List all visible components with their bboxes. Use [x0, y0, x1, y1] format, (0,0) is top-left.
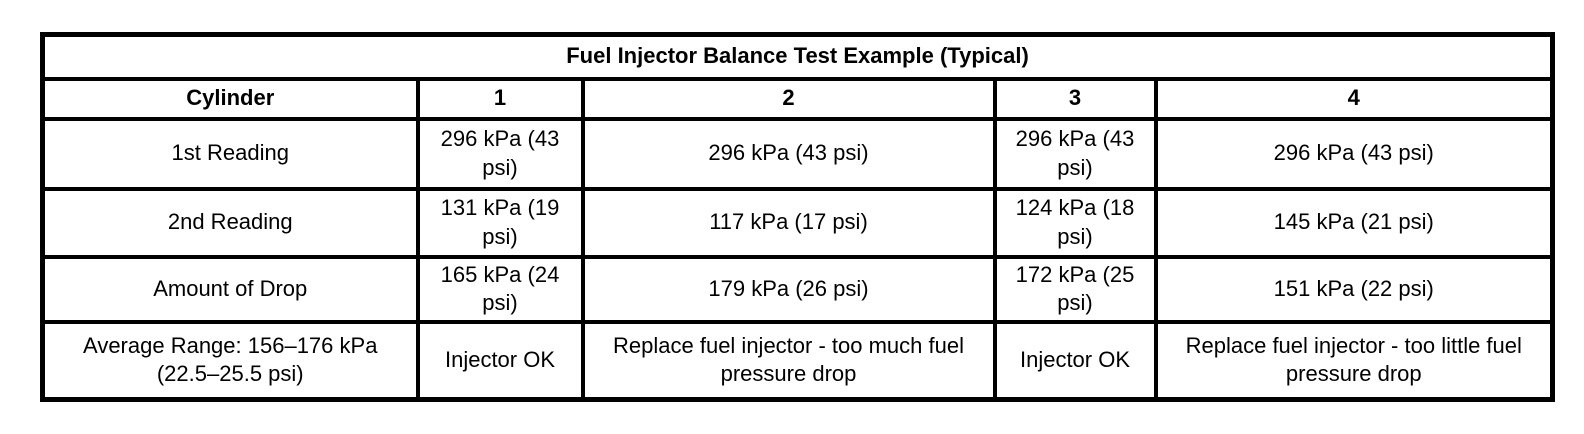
- cell-drop-cyl-2: 179 kPa (26 psi): [580, 254, 997, 324]
- cell-1st-reading-cyl-1: 296 kPa (43 psi): [415, 116, 585, 191]
- row-label-amount-of-drop: Amount of Drop: [40, 254, 420, 324]
- cell-drop-cyl-3: 172 kPa (25 psi): [992, 254, 1158, 324]
- cell-verdict-cyl-4: Replace fuel injector - too little fuel …: [1153, 319, 1555, 402]
- col-header-cyl-1: 1: [415, 76, 585, 121]
- cell-1st-reading-cyl-4: 296 kPa (43 psi): [1153, 116, 1555, 191]
- cell-verdict-cyl-2: Replace fuel injector - too much fuel pr…: [580, 319, 997, 402]
- table-row-2nd-reading: 2nd Reading 131 kPa (19 psi) 117 kPa (17…: [40, 186, 1555, 259]
- cell-drop-cyl-4: 151 kPa (22 psi): [1153, 254, 1555, 324]
- table-row-amount-of-drop: Amount of Drop 165 kPa (24 psi) 179 kPa …: [40, 254, 1555, 324]
- cell-1st-reading-cyl-2: 296 kPa (43 psi): [580, 116, 997, 191]
- cell-verdict-cyl-1: Injector OK: [415, 319, 585, 402]
- table-row-1st-reading: 1st Reading 296 kPa (43 psi) 296 kPa (43…: [40, 116, 1555, 191]
- cell-drop-cyl-1: 165 kPa (24 psi): [415, 254, 585, 324]
- fuel-injector-balance-table: Fuel Injector Balance Test Example (Typi…: [40, 32, 1556, 403]
- title-row: Fuel Injector Balance Test Example (Typi…: [40, 32, 1555, 81]
- cell-2nd-reading-cyl-2: 117 kPa (17 psi): [580, 186, 997, 259]
- cell-2nd-reading-cyl-4: 145 kPa (21 psi): [1153, 186, 1555, 259]
- row-label-1st-reading: 1st Reading: [40, 116, 420, 191]
- cell-2nd-reading-cyl-3: 124 kPa (18 psi): [992, 186, 1158, 259]
- cell-1st-reading-cyl-3: 296 kPa (43 psi): [992, 116, 1158, 191]
- table-row-average-range: Average Range: 156–176 kPa (22.5–25.5 ps…: [40, 319, 1555, 402]
- col-header-cyl-3: 3: [992, 76, 1158, 121]
- row-label-2nd-reading: 2nd Reading: [40, 186, 420, 259]
- table-title: Fuel Injector Balance Test Example (Typi…: [40, 32, 1555, 81]
- cell-2nd-reading-cyl-1: 131 kPa (19 psi): [415, 186, 585, 259]
- col-header-cyl-2: 2: [580, 76, 997, 121]
- col-header-cylinder: Cylinder: [40, 76, 420, 121]
- header-row: Cylinder 1 2 3 4: [40, 76, 1555, 121]
- col-header-cyl-4: 4: [1153, 76, 1555, 121]
- cell-verdict-cyl-3: Injector OK: [992, 319, 1158, 402]
- row-label-average-range: Average Range: 156–176 kPa (22.5–25.5 ps…: [40, 319, 420, 402]
